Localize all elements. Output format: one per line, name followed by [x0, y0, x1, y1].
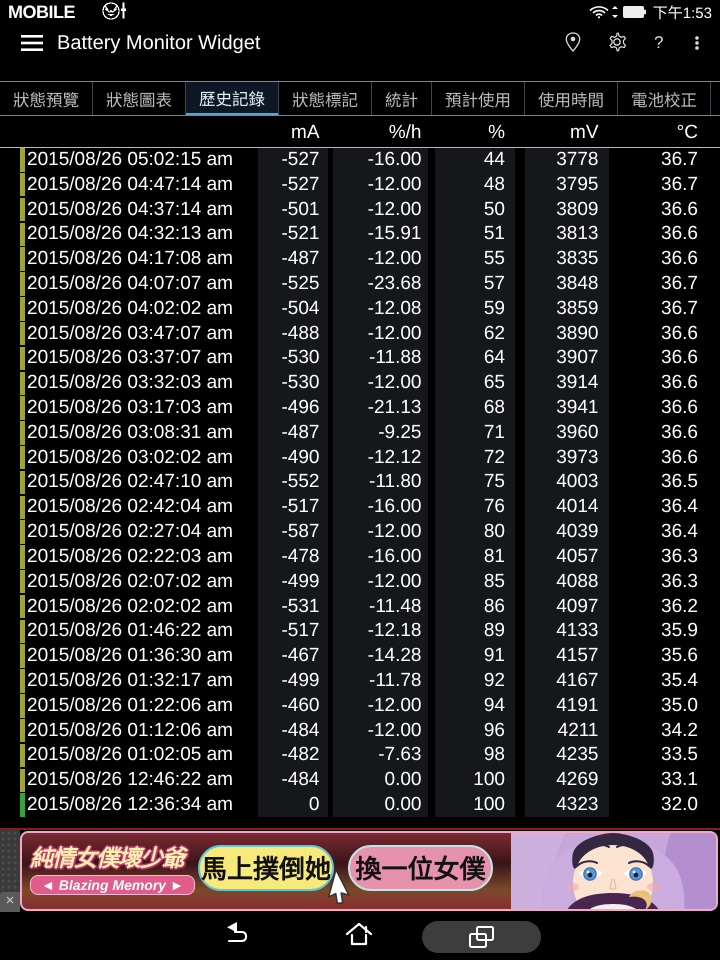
svg-text:MOBILE: MOBILE — [8, 2, 75, 22]
svg-text:?: ? — [654, 33, 663, 52]
